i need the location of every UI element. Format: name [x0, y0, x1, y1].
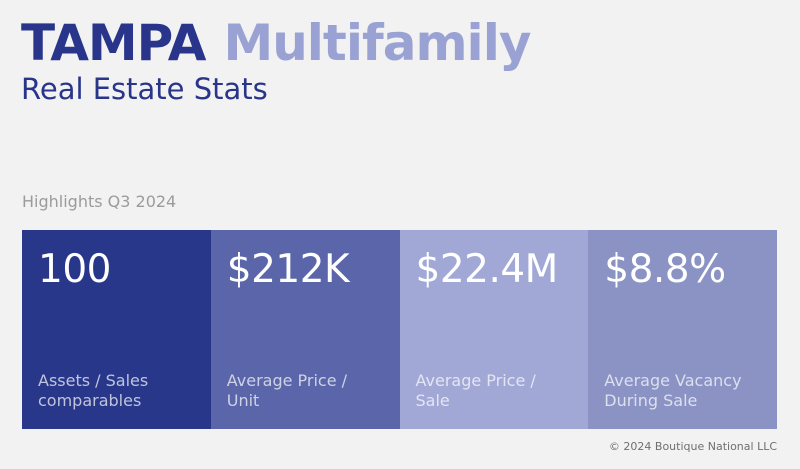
stat-value: $212K [226, 247, 350, 292]
stat-label: Average Price / Unit [226, 371, 348, 410]
stat-value: $22.4M [415, 247, 559, 292]
stat-card-price-per-unit: $212K Average Price / Unit [210, 230, 400, 429]
page-title: TAMPA Multifamily [21, 14, 531, 74]
stat-card-vacancy: $8.8% Average Vacancy During Sale [588, 230, 777, 429]
stat-label: Assets / Sales comparables [38, 371, 149, 410]
stat-label: Average Price / Sale [415, 371, 536, 410]
stat-card-price-per-sale: $22.4M Average Price / Sale [399, 230, 589, 429]
stat-label: Average Vacancy During Sale [604, 371, 742, 410]
stat-value: $8.8% [604, 247, 726, 292]
stats-row: 100 Assets / Sales comparables $212K Ave… [22, 230, 777, 429]
segment-title: Multifamily [223, 14, 531, 72]
stat-value: 100 [38, 247, 111, 292]
page-subtitle: Real Estate Stats [21, 72, 268, 106]
copyright-footer: © 2024 Boutique National LLC [608, 440, 777, 453]
stat-card-assets: 100 Assets / Sales comparables [22, 230, 211, 429]
highlights-label: Highlights Q3 2024 [22, 192, 177, 211]
city-title: TAMPA [21, 14, 206, 72]
